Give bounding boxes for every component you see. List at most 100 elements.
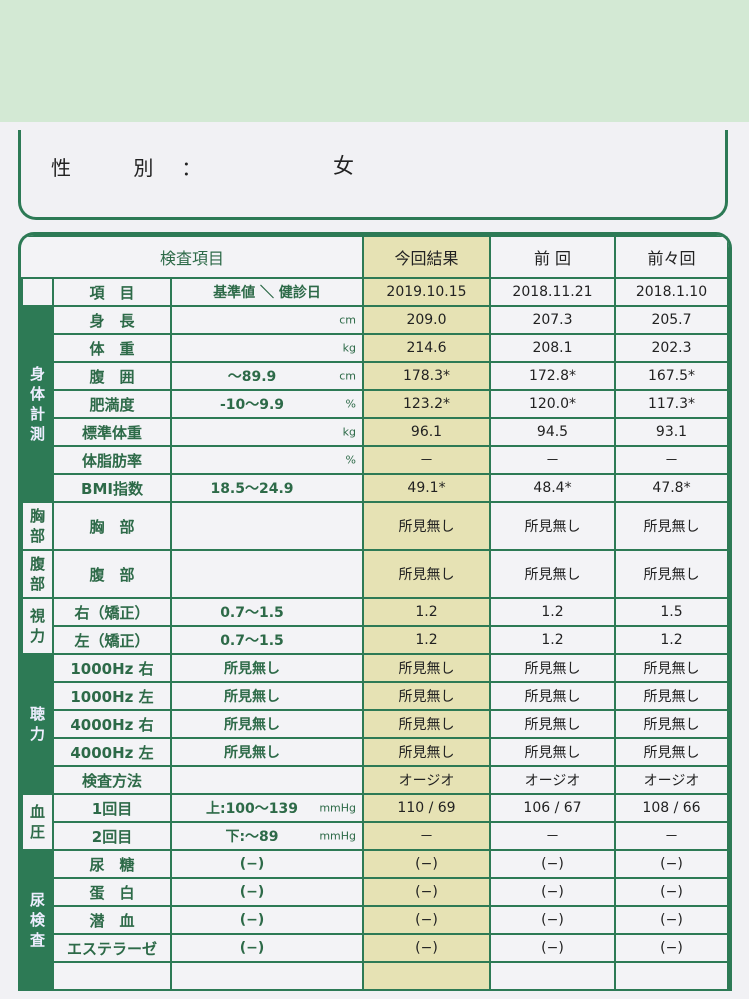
item-name: 検査方法 <box>52 765 172 795</box>
item-name: 胸 部 <box>52 501 172 551</box>
prev2-value: － <box>614 821 729 851</box>
table-row: 2回目 下:～89 mmHg －－－ <box>22 821 729 851</box>
current-value: 49.1* <box>362 473 491 503</box>
reference-cell: 0.7～1.5 <box>170 597 364 627</box>
prev2-value: 所見無し <box>614 709 729 739</box>
item-name: 蛋 白 <box>52 877 172 907</box>
header-row: 検査項目 今回結果 前 回 前々回 <box>22 235 729 279</box>
reference-value: ～89.9 <box>227 369 277 385</box>
unit-label: % <box>345 453 356 467</box>
current-value: 所見無し <box>362 709 491 739</box>
prev-value: 所見無し <box>489 549 616 599</box>
group-label: 視力 <box>21 597 54 655</box>
reference-value: (−) <box>239 940 265 956</box>
item-name: 身 長 <box>52 305 172 335</box>
current-value: 178.3* <box>362 361 491 391</box>
reference-cell: 所見無し <box>170 709 364 739</box>
table-row: 潜 血 (−) (−) (−) (−) <box>22 905 729 935</box>
reference-value: -10～9.9 <box>219 397 285 413</box>
item-name: 左（矯正） <box>52 625 172 655</box>
prev-value: 207.3 <box>489 305 616 335</box>
table-row: 4000Hz 右所見無し 所見無し 所見無し 所見無し <box>22 709 729 739</box>
reference-cell: (−) <box>170 933 364 963</box>
prev2-value: － <box>614 445 729 475</box>
prev2-value <box>614 961 729 991</box>
table-row: 聴力 1000Hz 右所見無し 所見無し 所見無し 所見無し <box>21 653 729 795</box>
item-name: 腹 部 <box>52 549 172 599</box>
gender-label: 性 別： <box>51 156 230 180</box>
table-row: 体脂肪率% －－－ <box>22 445 729 475</box>
reference-cell: 所見無し <box>170 681 364 711</box>
unit-label: mmHg <box>319 801 356 815</box>
reference-cell: 0.7～1.5 <box>170 625 364 655</box>
prev-value: 所見無し <box>489 709 616 739</box>
current-value: 1.2 <box>362 625 491 655</box>
reference-value: (−) <box>239 856 265 872</box>
group-label: 胸部 <box>21 501 54 551</box>
current-value: 209.0 <box>362 305 491 335</box>
item-name: 4000Hz 左 <box>52 737 172 767</box>
table-row: エステラーゼ (−) (−) (−) (−) <box>22 933 729 963</box>
reference-cell <box>170 961 364 991</box>
item-name: 体脂肪率 <box>52 445 172 475</box>
prev-value: 所見無し <box>489 653 616 683</box>
item-name: 肥満度 <box>52 389 172 419</box>
prev2-value: 1.5 <box>614 597 729 627</box>
prev-value: － <box>489 445 616 475</box>
unit-label: kg <box>342 341 356 355</box>
current-value: 所見無し <box>362 681 491 711</box>
unit-label: % <box>345 397 356 411</box>
current-value <box>362 961 491 991</box>
prev2-value: 93.1 <box>614 417 729 447</box>
current-value: 110 / 69 <box>362 793 491 823</box>
header-current: 今回結果 <box>362 235 491 279</box>
item-name: 体 重 <box>52 333 172 363</box>
prev-value: (−) <box>489 933 616 963</box>
header-prev2: 前々回 <box>614 235 729 279</box>
date-prev: 2018.11.21 <box>489 277 616 307</box>
prev2-value: 167.5* <box>614 361 729 391</box>
reference-cell: kg <box>170 333 364 363</box>
reference-cell: (−) <box>170 905 364 935</box>
gender-box: 性 別： 女 <box>18 130 728 220</box>
prev-value: (−) <box>489 877 616 907</box>
current-value: － <box>362 445 491 475</box>
subheader-row: 項 目 基準値 ＼ 健診日 2019.10.15 2018.11.21 2018… <box>21 277 729 307</box>
prev-value: 1.2 <box>489 597 616 627</box>
unit-label: mmHg <box>319 829 356 843</box>
unit-label: cm <box>339 369 356 383</box>
prev2-value: オージオ <box>614 765 729 795</box>
reference-cell: 上:100～139 mmHg <box>170 793 364 823</box>
table-row: 尿検査尿 糖 (−) (−) (−) (−) <box>21 849 729 991</box>
prev-value: 所見無し <box>489 681 616 711</box>
reference-value: 下:～89 <box>225 829 279 845</box>
subheader-side <box>21 277 54 307</box>
prev-value: 48.4* <box>489 473 616 503</box>
table-row: 腹部腹 部所見無し 所見無し 所見無し <box>21 549 729 599</box>
table-row: 体 重 kg 214.6 208.1 202.3 <box>22 333 729 363</box>
prev-value: 208.1 <box>489 333 616 363</box>
reference-cell: 18.5～24.9 <box>170 473 364 503</box>
prev2-value: 所見無し <box>614 501 729 551</box>
table-row: 標準体重 kg 96.1 94.5 93.1 <box>22 417 729 447</box>
prev-value: 172.8* <box>489 361 616 391</box>
current-value: 所見無し <box>362 653 491 683</box>
reference-cell: (−) <box>170 877 364 907</box>
prev2-value: (−) <box>614 905 729 935</box>
date-prev2: 2018.1.10 <box>614 277 729 307</box>
reference-value: 0.7～1.5 <box>220 633 284 649</box>
prev-value: 94.5 <box>489 417 616 447</box>
item-name: 標準体重 <box>52 417 172 447</box>
reference-value: (−) <box>239 884 265 900</box>
table-row: 視力 右（矯正） 0.7～1.5 1.2 1.2 1.5 <box>21 597 729 655</box>
group-label: 血圧 <box>21 793 54 851</box>
current-value: 214.6 <box>362 333 491 363</box>
item-name: 腹 囲 <box>52 361 172 391</box>
unit-label: cm <box>339 313 356 327</box>
group-label: 尿検査 <box>21 849 54 991</box>
prev2-value: 所見無し <box>614 681 729 711</box>
current-value: 所見無し <box>362 737 491 767</box>
prev-value: 120.0* <box>489 389 616 419</box>
reference-cell: % <box>170 445 364 475</box>
current-value: 所見無し <box>362 549 491 599</box>
